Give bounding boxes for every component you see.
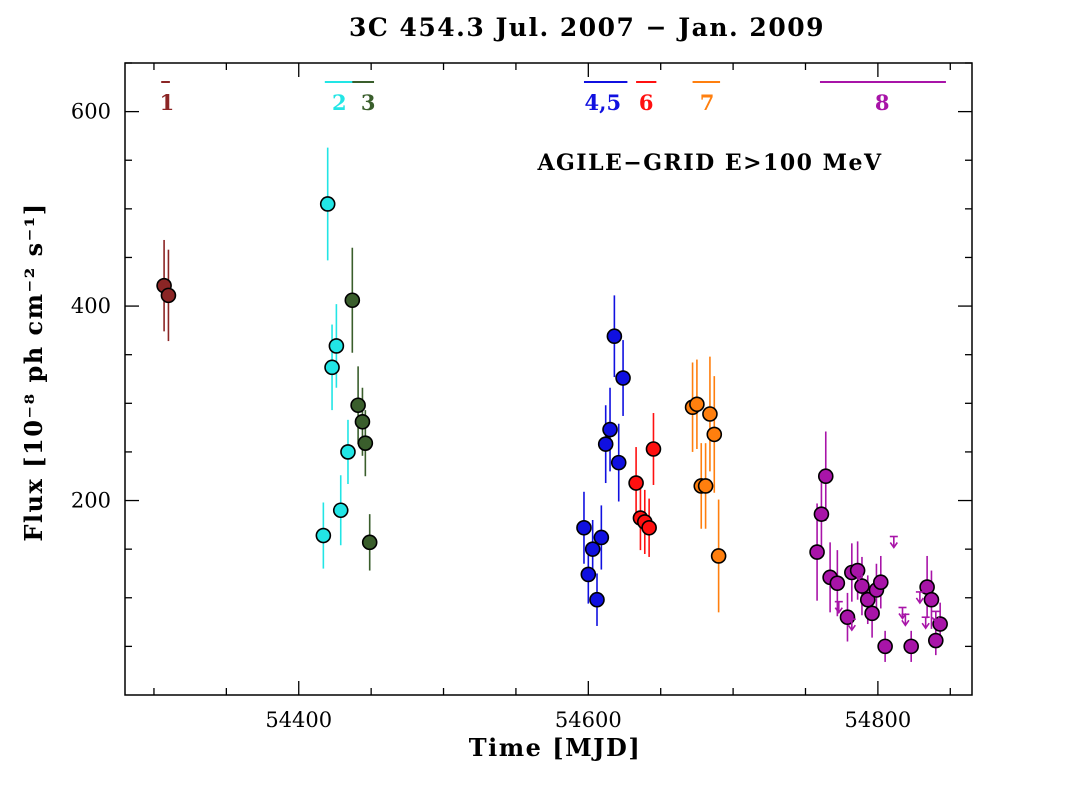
period-label: 3 [361,90,376,115]
data-point [354,413,371,430]
data-point [702,406,718,422]
data-point [160,287,177,304]
upper-limit-arrow [931,610,940,624]
data-point [706,426,723,443]
y-tick-label: 200 [71,489,111,513]
y-tick-label: 600 [71,100,111,124]
upper-limit-head [931,616,940,624]
period-bars: 1 2 3 4,5 6 7 8 [160,81,946,115]
data-point [813,506,830,522]
upper-limit-arrow [889,535,898,549]
data-point [809,544,825,560]
upper-limits [834,535,940,632]
data-point [344,292,361,309]
period-label: 8 [875,90,890,115]
data-point [332,502,349,519]
data-point [864,605,880,622]
data-point [361,534,378,551]
data-point [576,519,592,536]
data-point [641,519,657,536]
data-point [697,478,714,494]
period-label: 2 [332,90,347,115]
y-axis-label: Flux [10⁻⁸ ph cm⁻² s⁻¹] [19,202,48,541]
data-point [606,328,623,345]
data-point [357,435,374,451]
upper-limit-head [834,607,843,615]
data-point [324,359,340,376]
chart-title: 3C 454.3 Jul. 2007 − Jan. 2009 [349,13,825,42]
data-point [350,397,366,414]
period-label: 4,5 [585,90,622,115]
data-point [615,370,631,386]
upper-limit-arrow [854,567,864,581]
data-point [903,638,919,655]
data-point [817,468,834,485]
x-axis-label: Time [MJD] [469,733,641,762]
data-point [602,421,618,438]
upper-limit-arrow [901,613,910,627]
data-point [584,541,601,557]
data-point [839,609,856,626]
upper-limit-head [901,619,910,627]
data-point [340,444,356,460]
data-point [319,196,336,212]
upper-limit-arrow [921,616,930,630]
x-tick-label: 54800 [844,708,911,732]
data-point [877,638,893,655]
data-point [628,475,644,491]
data-point [593,529,610,546]
instrument-annotation: AGILE−GRID E>100 MeV [536,150,882,176]
upper-limit-arrow [834,600,843,615]
upper-limit-arrow [915,591,925,605]
period-label: 7 [700,90,715,115]
x-tick-label: 54600 [555,708,622,732]
data-point [315,527,332,544]
data-point [645,441,662,457]
data-point [328,338,345,354]
data-point [923,591,940,608]
upper-limit-head [847,624,856,632]
upper-limit-head [921,622,930,630]
x-tick-label: 54400 [265,708,332,732]
data-point [580,566,597,583]
upper-limit-arrow [847,618,856,632]
data-point [689,396,705,413]
data-point [710,548,727,564]
data-point [928,632,944,649]
data-point [854,578,870,594]
period-label: 6 [639,90,654,115]
y-tick-label: 400 [71,294,111,318]
upper-limit-head [889,542,898,549]
data-point [829,575,846,591]
data-point [859,591,876,608]
data-point [597,436,614,452]
upper-limit-head [915,597,925,605]
data-point [872,574,889,591]
axis-ticks: 54400 54600 54800 200 400 600 [71,62,972,732]
upper-limit-head [854,574,864,581]
data-point [589,591,605,608]
plot-frame [124,62,973,696]
data-point [610,454,627,471]
data-points [156,147,948,662]
period-label: 1 [160,90,175,115]
